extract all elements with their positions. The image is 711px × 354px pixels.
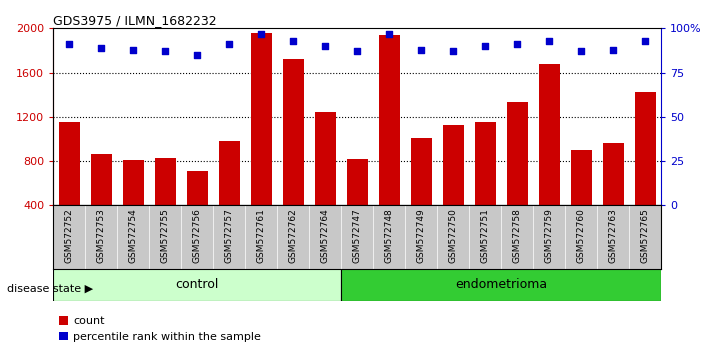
Bar bbox=[539, 64, 560, 250]
Point bbox=[287, 38, 299, 44]
Point bbox=[511, 41, 523, 47]
Text: endometrioma: endometrioma bbox=[455, 279, 547, 291]
Point bbox=[447, 48, 459, 54]
Text: GSM572755: GSM572755 bbox=[161, 209, 170, 263]
Point bbox=[479, 43, 491, 49]
Legend: count, percentile rank within the sample: count, percentile rank within the sample bbox=[59, 316, 261, 342]
Point bbox=[127, 47, 139, 52]
Point bbox=[415, 47, 427, 52]
Text: GSM572763: GSM572763 bbox=[609, 209, 618, 263]
Point bbox=[351, 48, 363, 54]
Bar bbox=[53, 269, 341, 301]
Text: GSM572764: GSM572764 bbox=[321, 209, 330, 263]
Point bbox=[191, 52, 203, 58]
Point bbox=[607, 47, 619, 52]
Bar bbox=[123, 160, 144, 250]
Text: GSM572756: GSM572756 bbox=[193, 209, 202, 263]
Point bbox=[639, 38, 651, 44]
Point bbox=[159, 48, 171, 54]
Point bbox=[575, 48, 587, 54]
Text: GSM572765: GSM572765 bbox=[641, 209, 650, 263]
Text: GSM572753: GSM572753 bbox=[97, 209, 106, 263]
Bar bbox=[475, 122, 496, 250]
Text: GSM572761: GSM572761 bbox=[257, 209, 266, 263]
Point bbox=[543, 38, 555, 44]
Text: GSM572749: GSM572749 bbox=[417, 209, 426, 263]
Bar bbox=[187, 171, 208, 250]
Bar bbox=[443, 125, 464, 250]
Bar bbox=[251, 33, 272, 250]
Point bbox=[255, 31, 267, 36]
Text: control: control bbox=[176, 279, 219, 291]
Text: GSM572762: GSM572762 bbox=[289, 209, 298, 263]
Point bbox=[223, 41, 235, 47]
Text: GSM572752: GSM572752 bbox=[65, 209, 74, 263]
Bar bbox=[635, 92, 656, 250]
Point bbox=[64, 41, 75, 47]
Bar bbox=[341, 269, 661, 301]
Bar bbox=[59, 122, 80, 250]
Bar bbox=[411, 138, 432, 250]
Text: GSM572759: GSM572759 bbox=[545, 209, 554, 263]
Text: GSM572751: GSM572751 bbox=[481, 209, 490, 263]
Text: GDS3975 / ILMN_1682232: GDS3975 / ILMN_1682232 bbox=[53, 14, 217, 27]
Bar bbox=[507, 102, 528, 250]
Bar bbox=[347, 159, 368, 250]
Text: GSM572748: GSM572748 bbox=[385, 209, 394, 263]
Bar bbox=[315, 113, 336, 250]
Text: GSM572747: GSM572747 bbox=[353, 209, 362, 263]
Point bbox=[319, 43, 331, 49]
Text: GSM572750: GSM572750 bbox=[449, 209, 458, 263]
Bar bbox=[379, 35, 400, 250]
Bar bbox=[603, 143, 624, 250]
Point bbox=[95, 45, 107, 51]
Text: GSM572760: GSM572760 bbox=[577, 209, 586, 263]
Bar bbox=[155, 158, 176, 250]
Bar bbox=[219, 141, 240, 250]
Text: GSM572757: GSM572757 bbox=[225, 209, 234, 263]
Point bbox=[383, 31, 395, 36]
Text: GSM572754: GSM572754 bbox=[129, 209, 138, 263]
Text: disease state ▶: disease state ▶ bbox=[7, 284, 93, 293]
Bar bbox=[283, 59, 304, 250]
Bar bbox=[91, 154, 112, 250]
Text: GSM572758: GSM572758 bbox=[513, 209, 522, 263]
Bar bbox=[571, 150, 592, 250]
